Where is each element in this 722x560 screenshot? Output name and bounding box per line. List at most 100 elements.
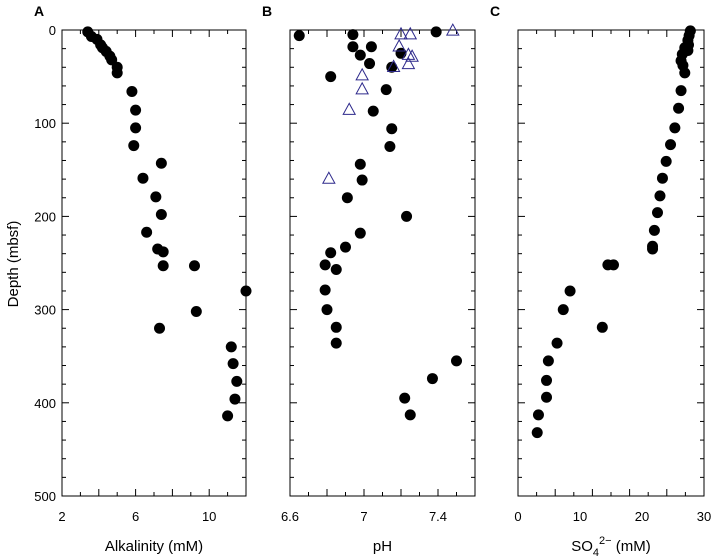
data-point (354, 49, 366, 61)
data-point (399, 392, 411, 404)
data-point-triangle (392, 38, 406, 52)
data-point (531, 427, 543, 439)
data-point (229, 393, 241, 405)
data-point (330, 337, 342, 349)
data-point (347, 41, 359, 53)
data-point (330, 321, 342, 333)
data-point (231, 375, 243, 387)
data-point (340, 241, 351, 253)
data-point (354, 158, 366, 170)
x-axis-label: SO42− (mM) (571, 535, 651, 559)
data-point (607, 259, 619, 271)
data-point (347, 29, 359, 41)
data-point-triangle (445, 23, 460, 36)
x-tick-label: 10 (573, 509, 587, 524)
data-point (341, 192, 353, 204)
data-point (557, 304, 569, 316)
data-point (652, 207, 663, 219)
data-point (541, 374, 553, 386)
data-point (356, 174, 368, 186)
data-point-triangle (394, 26, 408, 40)
y-tick-label: 500 (34, 489, 56, 504)
data-point (401, 210, 413, 222)
y-tick-label: 400 (34, 396, 56, 411)
data-point-triangle (355, 67, 369, 81)
data-point (141, 226, 153, 238)
data-point (673, 102, 685, 114)
data-point (225, 341, 237, 353)
data-point (656, 172, 668, 184)
data-point (404, 409, 416, 421)
data-point (130, 122, 142, 134)
data-point (648, 224, 660, 236)
data-point (325, 247, 337, 259)
data-point (354, 227, 366, 239)
panel-label: A (34, 3, 44, 19)
data-point (541, 391, 553, 403)
data-point (386, 61, 398, 73)
data-point (665, 139, 677, 151)
y-tick-label: 200 (34, 209, 56, 224)
data-point (157, 246, 169, 258)
data-point (679, 67, 691, 79)
y-tick-label: 0 (49, 23, 56, 38)
data-point-triangle (401, 56, 416, 70)
x-tick-label: 7.4 (429, 509, 447, 524)
data-point (150, 191, 162, 203)
data-point-triangle (403, 26, 418, 40)
data-point (384, 141, 396, 152)
data-point (647, 243, 659, 255)
x-tick-label: 7 (360, 509, 367, 524)
data-point (451, 355, 462, 367)
data-point (532, 409, 544, 421)
data-point (321, 304, 333, 316)
x-tick-label: 0 (514, 509, 521, 524)
data-point (596, 321, 608, 333)
x-tick-label: 10 (202, 509, 216, 524)
data-point-triangle (322, 171, 336, 184)
x-axis-label: pH (373, 538, 392, 555)
plot-frame-B (289, 29, 476, 497)
plot-frame-A (61, 29, 247, 497)
data-point (293, 30, 305, 42)
data-point-triangle (342, 102, 357, 115)
panel-label: C (490, 3, 500, 19)
data-point (190, 305, 202, 317)
data-point (654, 190, 666, 202)
x-tick-label: 6 (132, 509, 139, 524)
x-tick-label: 30 (697, 509, 711, 524)
data-point (227, 358, 239, 370)
data-point-triangle (355, 81, 369, 95)
x-tick-label: 6.6 (281, 509, 299, 524)
data-point (319, 284, 331, 296)
panel-label: B (262, 3, 272, 19)
data-point (137, 172, 149, 184)
data-point (426, 373, 438, 385)
data-point-triangle (405, 49, 419, 62)
data-point (126, 86, 138, 98)
data-point (367, 105, 379, 117)
data-point (542, 355, 554, 367)
data-point (386, 123, 398, 135)
data-point (128, 140, 140, 152)
data-point (155, 157, 167, 169)
y-tick-label: 300 (34, 303, 56, 318)
data-point-triangle (386, 59, 401, 72)
data-point (325, 71, 337, 83)
data-point-triangle (401, 47, 416, 60)
data-point (111, 67, 123, 79)
data-point (157, 260, 169, 272)
data-point (130, 104, 142, 116)
data-point (240, 285, 252, 297)
data-point (660, 155, 672, 167)
data-point (188, 260, 200, 272)
x-tick-label: 2 (58, 509, 65, 524)
data-point (551, 337, 563, 349)
data-point (675, 85, 687, 97)
data-point (669, 122, 681, 134)
data-point (154, 322, 166, 334)
data-point (222, 410, 234, 422)
data-point (319, 259, 331, 271)
y-axis-label: Depth (mbsf) (5, 221, 22, 308)
